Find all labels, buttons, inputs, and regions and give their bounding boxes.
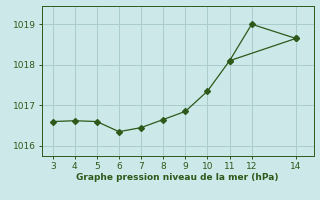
X-axis label: Graphe pression niveau de la mer (hPa): Graphe pression niveau de la mer (hPa): [76, 173, 279, 182]
